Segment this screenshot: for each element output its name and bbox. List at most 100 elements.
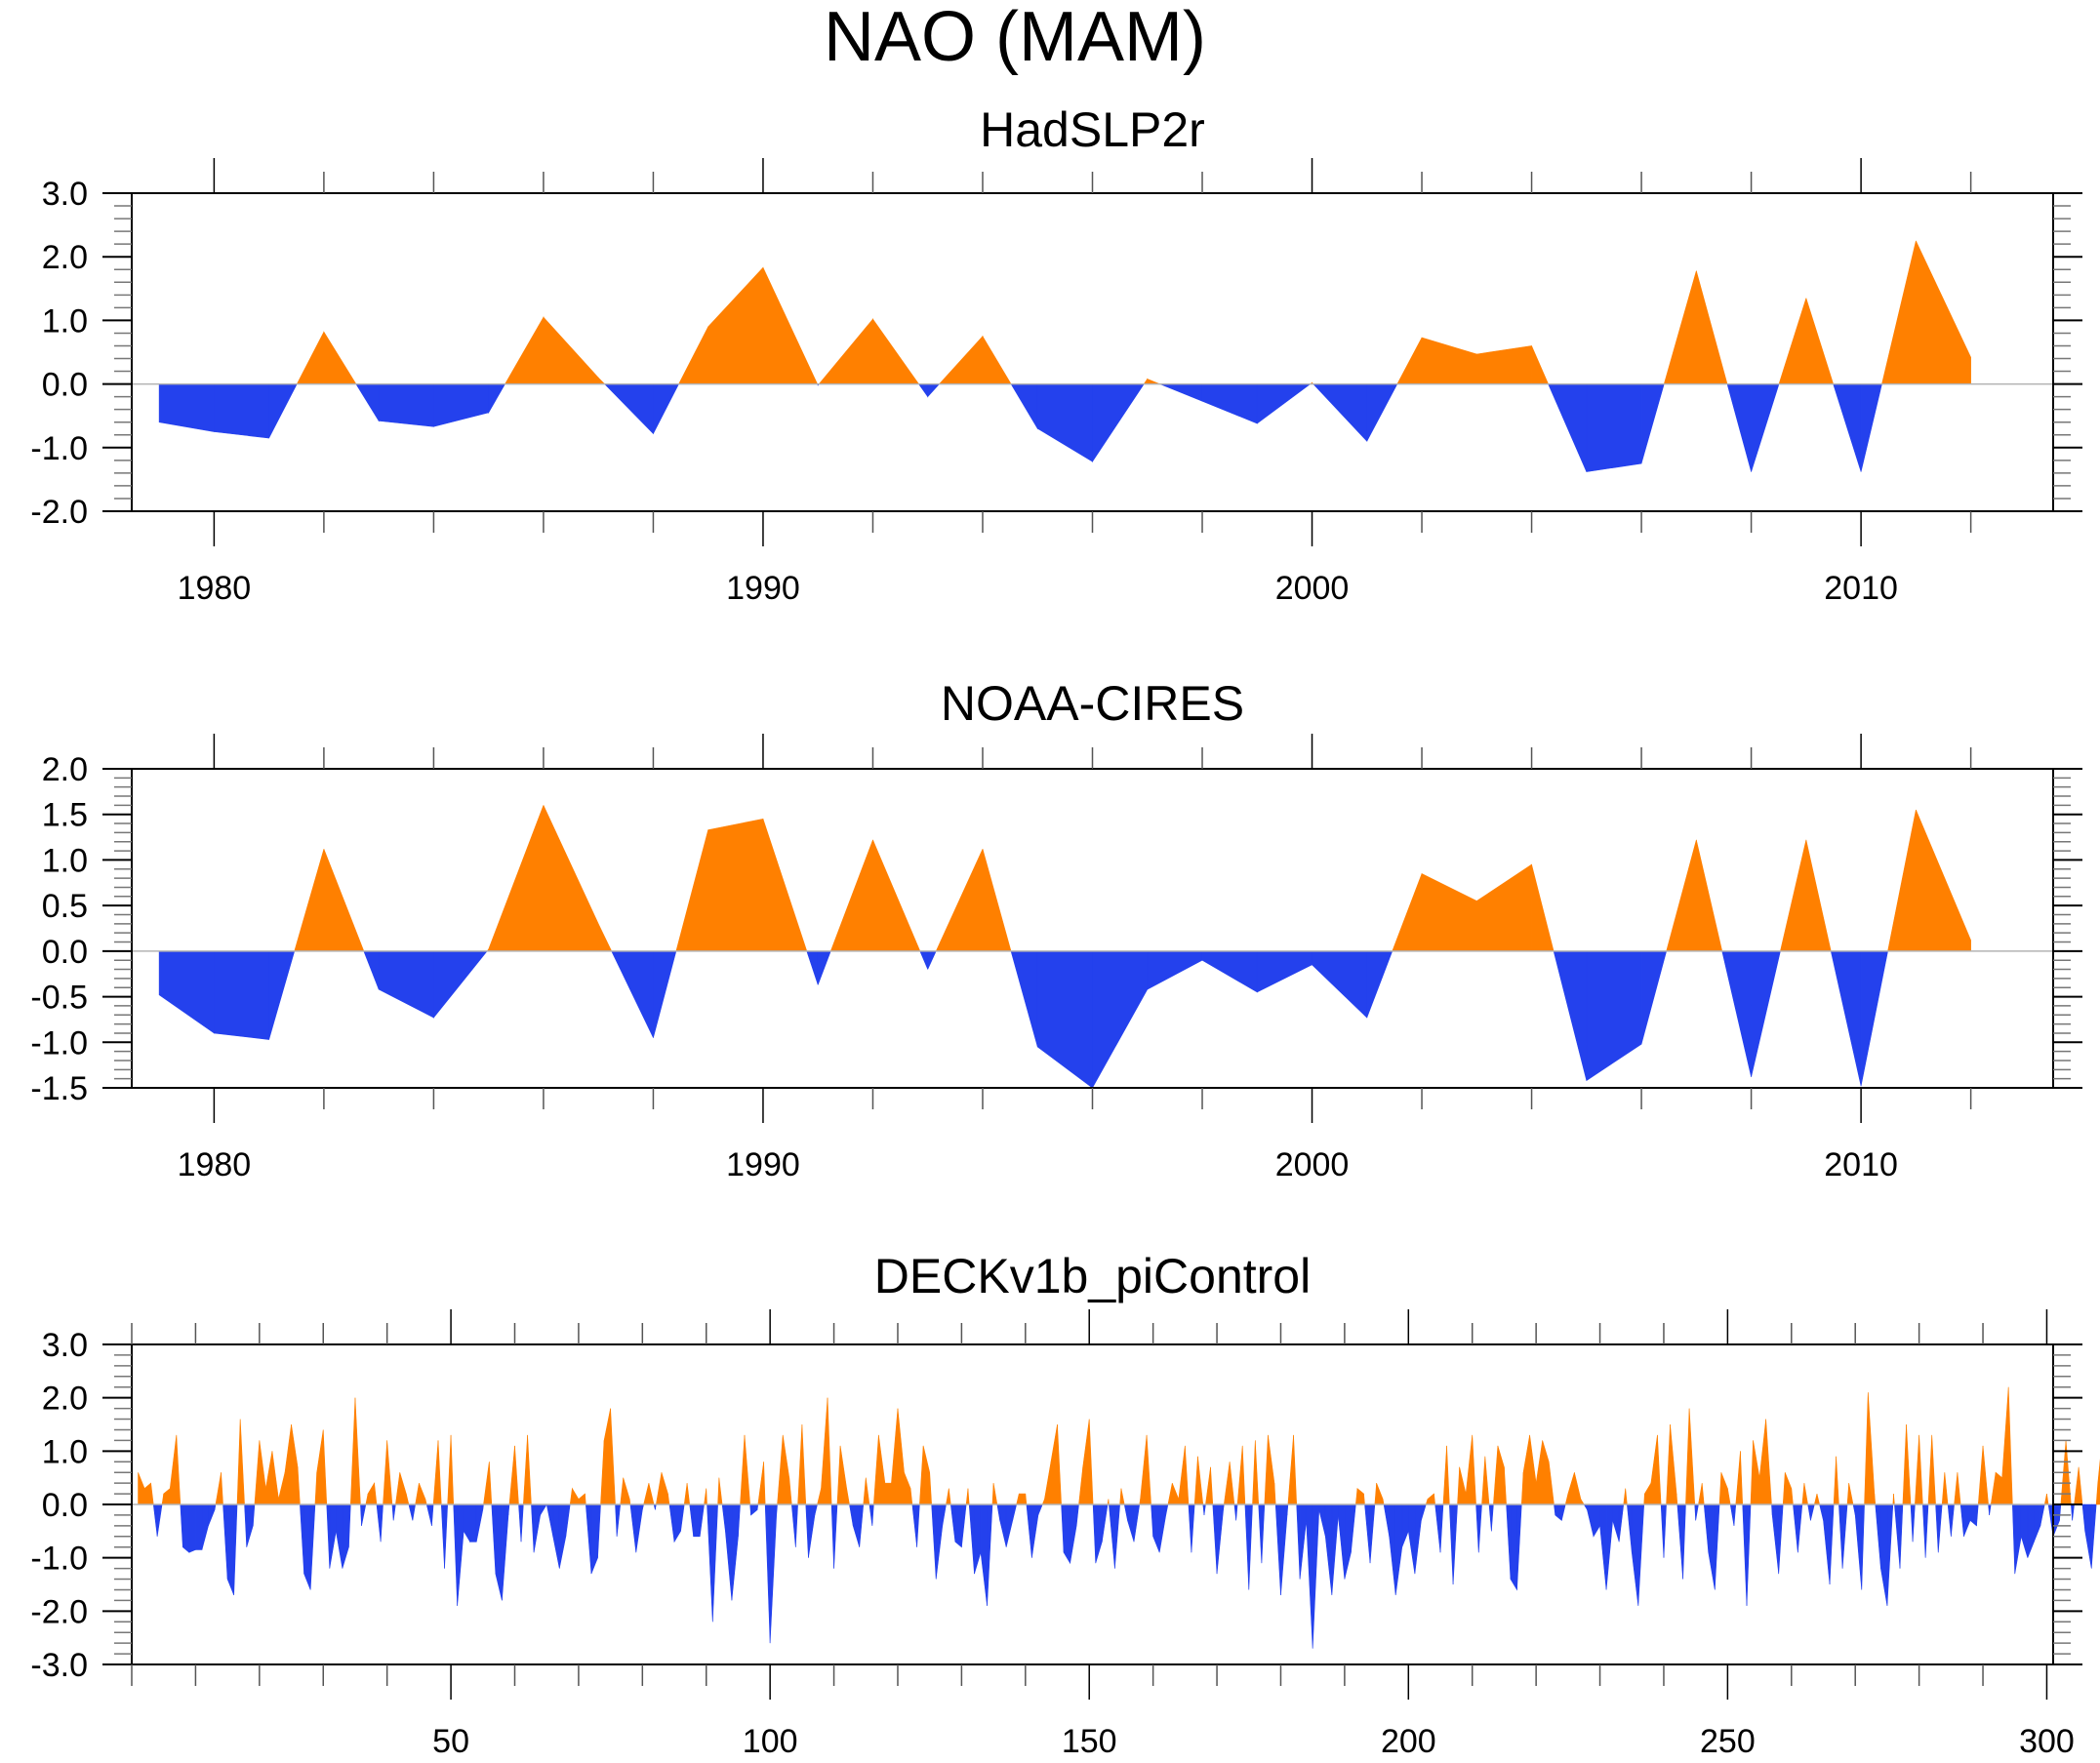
negative-area [961,1503,967,1547]
negative-area [303,1503,311,1590]
negative-area [1389,1503,1396,1595]
positive-area [1957,1472,1961,1505]
negative-area [1159,383,1203,402]
positive-area [782,1434,790,1505]
negative-area [1894,1503,1901,1569]
negative-area [1860,383,1882,472]
positive-area [1696,839,1723,952]
negative-area [1235,1503,1238,1521]
negative-area [1583,1503,1588,1511]
positive-area [1264,1434,1269,1505]
panel-deckv1b-picontrol: DECKv1b_piControl 3.0 2.0 1.0 0.0 -1.0 -2.0 -3.… [30,1249,2100,1760]
negative-area [1627,1503,1633,1553]
positive-area [967,1488,970,1505]
positive-area [1088,1419,1094,1505]
positive-area [447,1434,452,1505]
negative-area [942,1503,947,1526]
positive-area [829,839,873,952]
positive-area [2074,1466,2080,1505]
negative-area [653,383,680,434]
positive-area [1977,1445,1984,1505]
negative-area [1640,383,1665,464]
positive-area [297,1466,301,1505]
positive-area [873,1434,879,1505]
positive-area [399,1472,407,1505]
negative-area [1510,1503,1517,1591]
positive-area [386,1440,393,1505]
positive-area [884,1482,892,1505]
positive-area [578,1493,586,1505]
positive-area [929,1472,932,1505]
negative-area [363,950,380,990]
negative-area [750,1503,758,1516]
negative-area [1244,1503,1250,1590]
negative-area [1937,1503,1943,1553]
y-tick-label: -0.5 [30,980,88,1017]
positive-area [1848,1483,1854,1505]
positive-area [1580,1498,1585,1505]
negative-area [1910,1503,1914,1543]
negative-area [1223,1503,1225,1510]
positive-area [432,1440,439,1505]
positive-area [572,1487,580,1505]
negative-area [1201,383,1258,424]
y-tick-label: 1.0 [42,302,88,340]
positive-area [1472,1434,1476,1505]
positive-area [1522,1434,1530,1505]
negative-area [1951,1503,1955,1537]
negative-area [1010,383,1038,430]
negative-area [1778,1503,1784,1575]
positive-area [138,1472,145,1505]
negative-area [1203,1503,1206,1515]
panel-title: NOAA-CIRES [941,676,1244,731]
negative-area [545,1503,554,1537]
y-tick-label: 3.0 [42,1327,88,1364]
positive-area [488,805,545,952]
positive-area [1171,1483,1180,1505]
negative-area [1682,1503,1686,1580]
negative-area [214,950,269,1040]
negative-area [309,1503,316,1590]
negative-area [1959,1503,1964,1537]
negative-area [668,1503,675,1543]
negative-area [392,1503,396,1521]
positive-area [909,1488,913,1505]
positive-area [1758,1419,1766,1505]
negative-area [597,1503,601,1558]
negative-area [1312,950,1368,1019]
x-tick-label: 100 [743,1723,798,1760]
positive-area [1567,1472,1575,1505]
positive-area [163,1487,171,1505]
positive-area [1548,1462,1555,1505]
positive-area [1780,839,1807,952]
positive-area [424,1499,427,1505]
negative-area [927,950,937,970]
negative-area [680,1503,685,1532]
negative-area [1976,1503,1979,1526]
positive-area [872,318,920,384]
negative-area [2014,1503,2022,1575]
negative-area [721,1503,726,1532]
negative-area [1331,1503,1339,1595]
positive-area [683,1483,688,1505]
negative-area [954,1503,962,1548]
positive-area [1044,1462,1052,1505]
negative-area [756,1503,759,1510]
negative-area [833,1503,838,1569]
negative-area [1640,950,1668,1045]
negative-area [195,1503,203,1550]
y-tick-label: 1.5 [42,797,88,834]
negative-area [795,1503,798,1547]
positive-area [1833,1456,1837,1505]
positive-area [891,1408,899,1505]
negative-area [1880,1503,1888,1606]
negative-area [201,1503,209,1550]
positive-area [1016,1493,1020,1505]
positive-area [1650,1434,1658,1505]
positive-area [505,316,545,384]
figure-title: NAO (MAM) [824,0,1206,76]
positive-area [1382,1499,1385,1505]
negative-area [1026,1503,1032,1558]
negative-area [361,1503,367,1526]
positive-area [1476,345,1532,384]
